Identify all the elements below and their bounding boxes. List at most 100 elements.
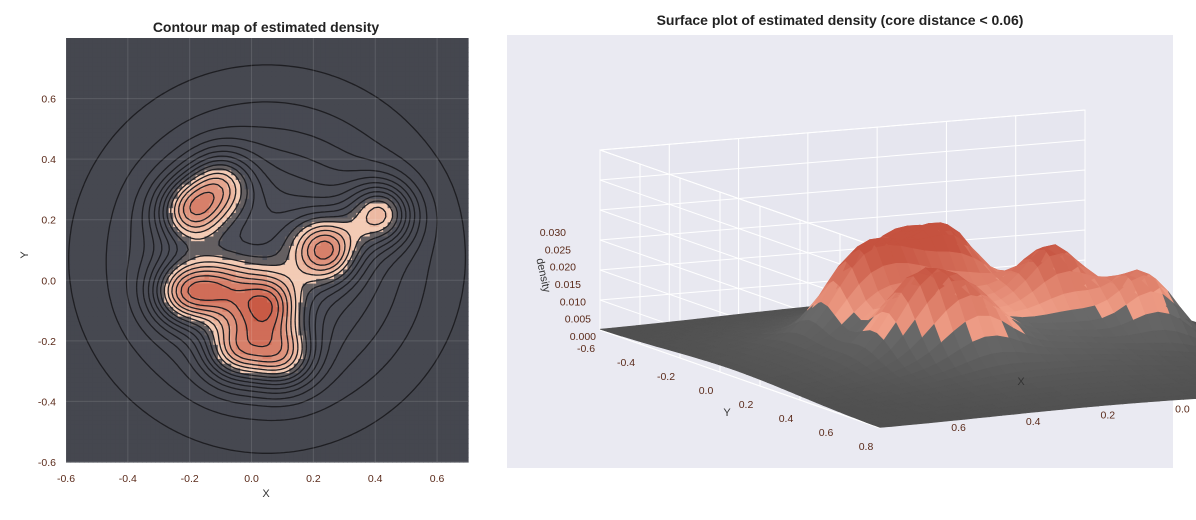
contour-cell	[258, 438, 263, 443]
contour-cell	[263, 307, 268, 312]
contour-cell	[137, 443, 142, 448]
contour-cell	[325, 420, 330, 425]
contour-cell	[361, 325, 366, 330]
contour-cell	[102, 321, 107, 326]
contour-cell	[370, 382, 375, 387]
contour-cell	[124, 212, 129, 217]
contour-cell	[401, 372, 406, 377]
contour-cell	[338, 387, 343, 392]
contour-cell	[187, 241, 192, 246]
contour-cell	[111, 255, 116, 260]
contour-cell	[401, 448, 406, 453]
contour-cell	[84, 429, 89, 434]
contour-cell	[120, 429, 125, 434]
contour-cell	[419, 396, 424, 401]
contour-cell	[405, 424, 410, 429]
contour-cell	[231, 231, 236, 236]
contour-cell	[84, 203, 89, 208]
contour-cell	[441, 354, 446, 359]
contour-cell	[361, 358, 366, 363]
contour-cell	[455, 387, 460, 392]
contour-cell	[459, 274, 464, 279]
contour-cell	[464, 424, 469, 429]
contour-cell	[160, 429, 165, 434]
contour-cell	[70, 424, 75, 429]
contour-cell	[267, 429, 272, 434]
contour-cell	[120, 236, 125, 241]
contour-cell	[410, 349, 415, 354]
contour-cell	[464, 448, 469, 453]
contour-cell	[450, 354, 455, 359]
contour-cell	[312, 434, 317, 439]
contour-cell	[75, 363, 80, 368]
contour-cell	[276, 222, 281, 227]
contour-cell	[88, 415, 93, 420]
contour-cell	[173, 453, 178, 458]
contour-cell	[392, 391, 397, 396]
contour-cell	[151, 330, 156, 335]
contour-cell	[129, 358, 134, 363]
contour-cell	[428, 429, 433, 434]
contour-cell	[352, 311, 357, 316]
contour-cell	[227, 410, 232, 415]
contour-cell	[464, 382, 469, 387]
contour-cell	[102, 203, 107, 208]
contour-cell	[187, 410, 192, 415]
contour-cell	[401, 354, 406, 359]
contour-cell	[450, 311, 455, 316]
contour-cell	[115, 448, 120, 453]
contour-cell	[271, 340, 276, 345]
contour-cell	[84, 354, 89, 359]
contour-cell	[151, 434, 156, 439]
contour-cell	[343, 316, 348, 321]
contour-cell	[410, 292, 415, 297]
contour-cell	[187, 354, 192, 359]
contour-cell	[102, 283, 107, 288]
contour-cell	[419, 321, 424, 326]
contour-cell	[129, 292, 134, 297]
contour-cell	[441, 429, 446, 434]
contour-cell	[289, 274, 294, 279]
contour-cell	[464, 372, 469, 377]
contour-cell	[423, 311, 428, 316]
contour-cell	[392, 344, 397, 349]
contour-cell	[441, 415, 446, 420]
contour-cell	[423, 259, 428, 264]
contour-cell	[392, 396, 397, 401]
contour-cell	[245, 231, 250, 236]
contour-cell	[280, 424, 285, 429]
contour-cell	[271, 391, 276, 396]
contour-cell	[70, 349, 75, 354]
contour-cell	[93, 410, 98, 415]
contour-cell	[236, 410, 241, 415]
contour-cell	[191, 372, 196, 377]
contour-cell	[446, 387, 451, 392]
contour-cell	[182, 415, 187, 420]
contour-cell	[321, 335, 326, 340]
contour-cell	[370, 368, 375, 373]
contour-cell	[388, 438, 393, 443]
contour-cell	[330, 316, 335, 321]
contour-cell	[120, 396, 125, 401]
contour-cell	[70, 358, 75, 363]
contour-cell	[401, 420, 406, 425]
contour-cell	[423, 321, 428, 326]
contour-cell	[75, 259, 80, 264]
contour-cell	[450, 340, 455, 345]
contour-cell	[93, 382, 98, 387]
contour-cell	[441, 255, 446, 260]
contour-cell	[124, 382, 129, 387]
contour-cell	[459, 396, 464, 401]
contour-cell	[106, 424, 111, 429]
contour-cell	[146, 330, 151, 335]
contour-cell	[75, 377, 80, 382]
contour-cell	[111, 368, 116, 373]
contour-cell	[254, 302, 259, 307]
contour-cell	[370, 429, 375, 434]
contour-cell	[414, 438, 419, 443]
contour-cell	[75, 387, 80, 392]
contour-cell	[383, 443, 388, 448]
contour-cell	[289, 453, 294, 458]
contour-cell	[325, 434, 330, 439]
contour-cell	[271, 434, 276, 439]
